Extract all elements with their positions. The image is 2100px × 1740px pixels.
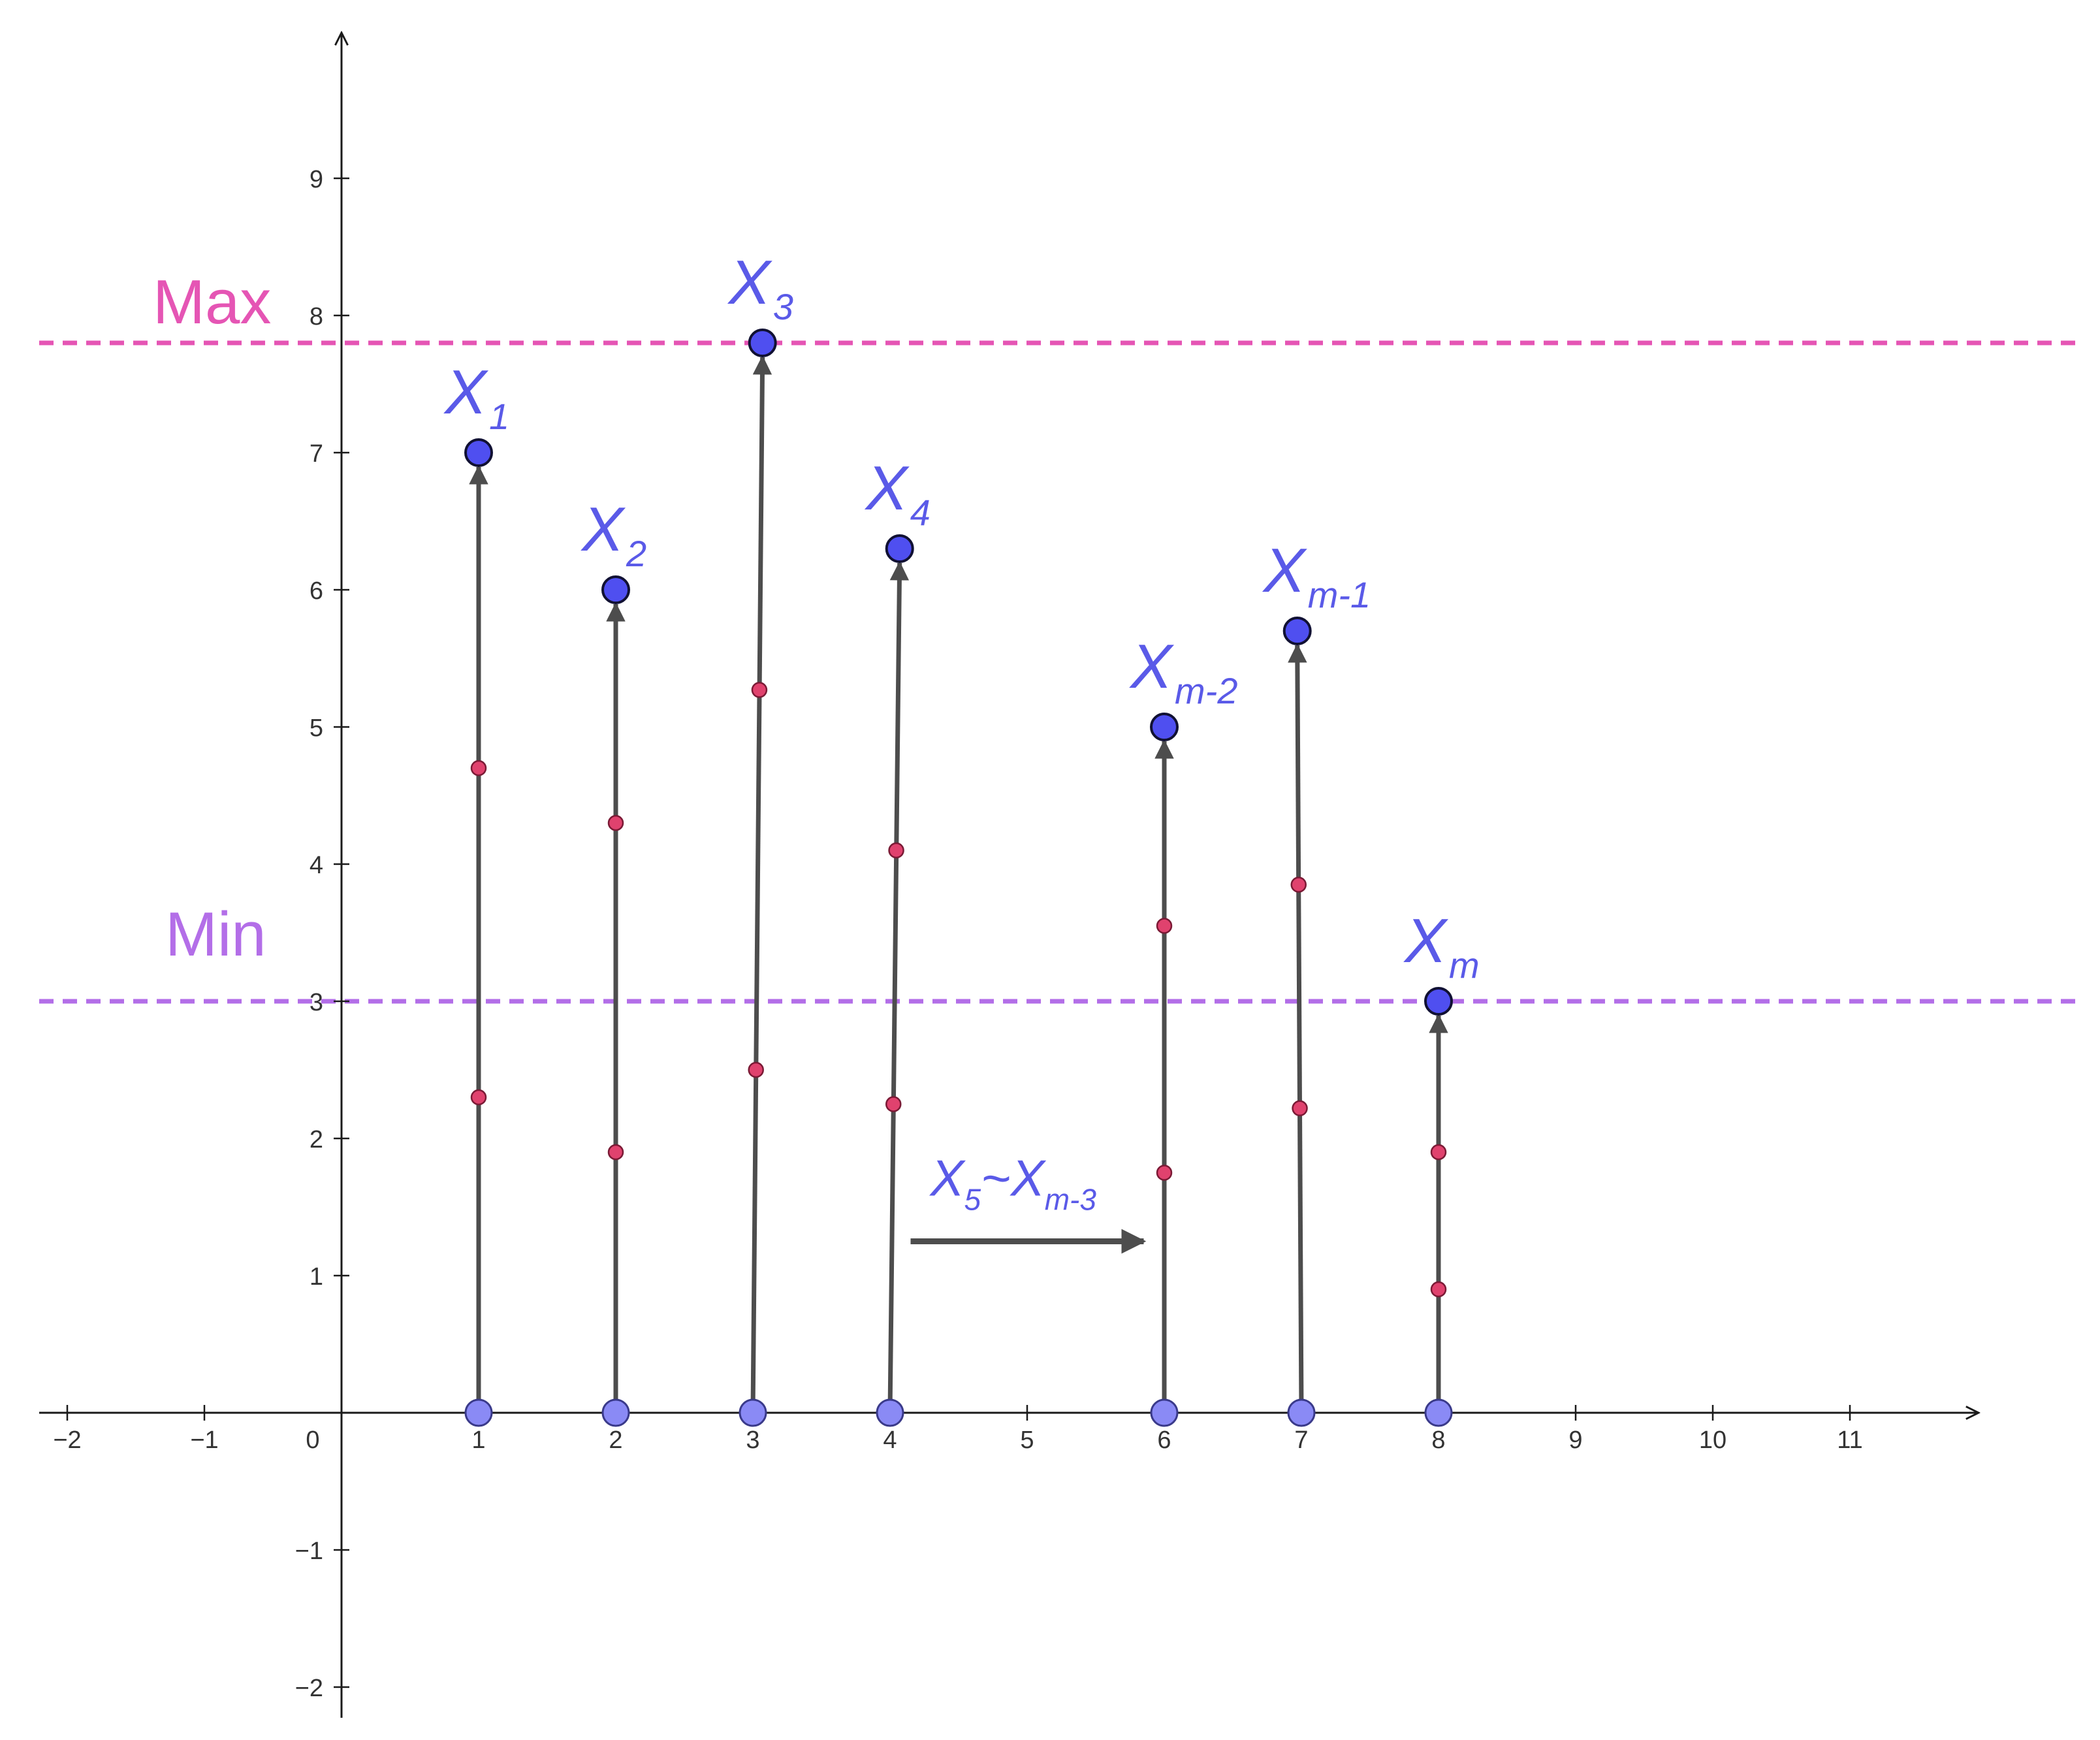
vector-shaft	[887, 561, 910, 1413]
vector-label: Xm-2	[1129, 632, 1237, 711]
tip-point	[885, 534, 914, 563]
inner-point	[470, 1089, 487, 1106]
x-tick-label: 3	[746, 1426, 759, 1454]
y-tick-label: 9	[310, 166, 323, 193]
vector-label: X2	[581, 494, 646, 574]
base-point	[1287, 1398, 1316, 1427]
vector-label-subscript: m-2	[1175, 670, 1237, 711]
x-tick-label: −1	[190, 1426, 218, 1454]
inner-point	[888, 842, 904, 859]
x-tick-label: −2	[53, 1426, 81, 1454]
tip-point	[1150, 713, 1179, 741]
vector-xm-2: Xm-2	[1129, 632, 1237, 1427]
vector-label: Xm	[1403, 906, 1480, 986]
vector-label-subscript: m	[1449, 944, 1480, 986]
base-point	[739, 1398, 767, 1427]
skip-label-from: X	[929, 1150, 966, 1207]
vector-x2: X2	[581, 494, 646, 1427]
inner-point	[885, 1096, 902, 1112]
tip-point	[464, 438, 493, 467]
skip-label-to: X	[1010, 1150, 1047, 1207]
vector-label-main: X	[1129, 632, 1175, 701]
x-tick-label: 6	[1157, 1426, 1171, 1454]
inner-point	[1430, 1281, 1447, 1298]
base-point	[1424, 1398, 1453, 1427]
max-label: Max	[153, 267, 271, 337]
vector-label-subscript: 1	[489, 396, 509, 437]
base-point	[1150, 1398, 1179, 1427]
inner-point	[1430, 1144, 1447, 1161]
x-tick-label: 8	[1431, 1426, 1445, 1454]
vector-label-subscript: 4	[910, 492, 931, 533]
y-tick-label: 1	[310, 1263, 323, 1291]
y-tick-label: 3	[310, 989, 323, 1016]
vector-label: X1	[443, 357, 509, 437]
vector-label-main: X	[443, 357, 489, 427]
vector-label-main: X	[581, 494, 626, 564]
vector-x3: X3	[727, 248, 793, 1427]
vector-xm: Xm	[1403, 906, 1480, 1427]
inner-point	[1156, 918, 1173, 934]
tip-point	[1424, 987, 1453, 1016]
x-tick-label: 4	[883, 1426, 897, 1454]
skip-label: X5~Xm-3	[929, 1150, 1097, 1217]
x-tick-label: 7	[1294, 1426, 1308, 1454]
vector-xm-1: Xm-1	[1262, 536, 1371, 1427]
vector-label-subscript: m-1	[1308, 574, 1371, 615]
skip-annotation: X5~Xm-3	[910, 1150, 1147, 1254]
y-tick-label: −2	[295, 1675, 323, 1702]
inner-point	[751, 682, 768, 698]
x-tick-label: 2	[609, 1426, 622, 1454]
tip-point	[1282, 617, 1312, 645]
tip-point	[601, 575, 630, 604]
skip-label-from-sub: 5	[964, 1183, 981, 1217]
vector-label: X3	[727, 248, 793, 327]
y-tick-label: 2	[310, 1126, 323, 1153]
inner-point	[470, 760, 487, 777]
vector-label-subscript: 3	[773, 286, 793, 327]
vector-label-main: X	[865, 453, 910, 523]
skip-label-to-sub: m-3	[1045, 1183, 1097, 1217]
vector-shaft	[750, 355, 772, 1413]
origin-label: 0	[306, 1426, 319, 1454]
base-point	[876, 1398, 904, 1427]
vector-label-main: X	[727, 248, 773, 317]
x-tick-label: 1	[471, 1426, 485, 1454]
vector-label-main: X	[1262, 536, 1308, 605]
base-point	[464, 1398, 493, 1427]
inner-point	[1292, 1100, 1308, 1117]
vector-label: Xm-1	[1262, 536, 1371, 615]
tip-point	[748, 329, 777, 357]
inner-point	[748, 1061, 764, 1078]
inner-point	[607, 1144, 624, 1161]
vector-x1: X1	[443, 357, 509, 1427]
axes: 0	[39, 33, 1979, 1718]
y-tick-label: 7	[310, 440, 323, 468]
skip-label-separator: ~	[981, 1150, 1011, 1207]
base-point	[601, 1398, 630, 1427]
vector-label: X4	[865, 453, 931, 533]
min-label: Min	[165, 899, 266, 969]
vector-shaft	[1288, 643, 1307, 1413]
reference-lines: Max Min	[39, 267, 2076, 1004]
y-tick-label: 4	[310, 852, 323, 879]
vector-label-subscript: 2	[626, 533, 646, 574]
inner-point	[1290, 877, 1307, 893]
y-tick-label: −1	[295, 1538, 323, 1565]
x-tick-label: 5	[1020, 1426, 1034, 1454]
vector-x4: X4	[865, 453, 931, 1427]
y-tick-label: 6	[310, 577, 323, 605]
inner-point	[1156, 1165, 1173, 1181]
inner-point	[607, 814, 624, 831]
x-tick-label: 10	[1699, 1426, 1726, 1454]
y-tick-label: 5	[310, 715, 323, 742]
y-tick-label: 8	[310, 303, 323, 330]
vector-label-main: X	[1403, 906, 1449, 976]
x-tick-label: 9	[1568, 1426, 1582, 1454]
x-tick-label: 11	[1837, 1426, 1862, 1454]
